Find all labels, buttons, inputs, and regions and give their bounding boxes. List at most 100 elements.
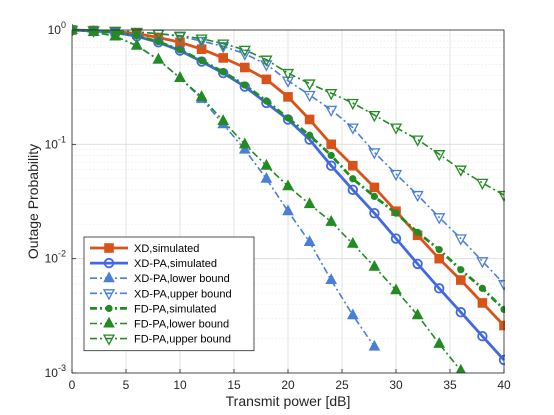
- triangle-down-marker: [411, 190, 424, 203]
- triangle-up-marker: [130, 38, 143, 50]
- circle-marker: [434, 283, 445, 294]
- triangle-down-marker: [389, 123, 403, 135]
- triangle-up-marker: [411, 308, 424, 320]
- legend-label: FD-PA,simulated: [134, 303, 216, 315]
- triangle-down-marker: [102, 289, 116, 301]
- dot-marker: [219, 68, 227, 76]
- x-axis-label: Transmit power [dB]: [226, 393, 351, 409]
- triangle-down-marker: [102, 334, 116, 346]
- triangle-down-marker: [260, 60, 273, 72]
- triangle-up-marker: [346, 308, 359, 320]
- dot-marker: [370, 192, 378, 201]
- triangle-up-marker: [282, 204, 294, 216]
- legend-entry: XD-PA,lower bound: [90, 271, 230, 285]
- dot-marker: [241, 81, 249, 89]
- triangle-down-marker: [281, 68, 295, 81]
- square-marker: [261, 74, 272, 85]
- x-tick-label: 25: [335, 378, 349, 392]
- circle-marker: [477, 330, 488, 342]
- triangle-down-marker: [368, 110, 381, 123]
- series-layer: [72, 24, 505, 373]
- dot-marker: [105, 304, 113, 312]
- triangle-up-marker: [260, 171, 273, 183]
- series-line: [72, 29, 505, 196]
- triangle-up-marker: [260, 158, 273, 170]
- dot-marker: [306, 131, 314, 139]
- triangle-down-marker: [281, 76, 295, 88]
- triangle-up-marker: [433, 337, 446, 348]
- x-tick-label: 30: [389, 378, 403, 392]
- legend-label: XD-PA,lower bound: [134, 273, 230, 285]
- triangle-up-marker: [238, 142, 251, 154]
- legend: XD,simulated XD-PA,simulated XD-PA,lower b…: [83, 236, 255, 352]
- triangle-down-marker: [325, 89, 338, 101]
- triangle-up-marker: [346, 236, 359, 248]
- triangle-down-marker: [195, 36, 208, 49]
- triangle-down-marker: [303, 79, 316, 91]
- triangle-down-marker: [173, 31, 187, 43]
- circle-marker: [369, 207, 380, 219]
- triangle-down-marker: [72, 25, 79, 38]
- dot-marker: [198, 57, 206, 65]
- y-tick-label: 10-1: [45, 134, 66, 151]
- square-marker: [104, 243, 114, 253]
- triangle-up-marker: [103, 316, 115, 328]
- legend-entry: FD-PA,upper bound: [90, 334, 231, 346]
- circle-marker: [390, 233, 402, 244]
- triangle-up-marker: [217, 114, 230, 125]
- triangle-up-marker: [325, 273, 338, 285]
- circle-marker: [326, 160, 337, 171]
- triangle-down-marker: [476, 178, 489, 191]
- square-marker: [348, 160, 358, 171]
- dot-marker: [349, 175, 357, 183]
- triangle-up-marker: [238, 137, 251, 149]
- triangle-down-marker: [87, 26, 100, 38]
- series-line: [72, 29, 505, 285]
- x-tick-label: 0: [69, 378, 76, 392]
- y-tick-label: 10-2: [45, 249, 66, 266]
- triangle-down-marker: [476, 257, 489, 269]
- triangle-down-marker: [260, 55, 273, 67]
- triangle-down-marker: [346, 98, 359, 111]
- triangle-up-marker: [325, 215, 338, 226]
- triangle-up-marker: [195, 90, 208, 101]
- dot-marker: [392, 209, 400, 217]
- triangle-up-marker: [368, 259, 381, 271]
- square-marker: [456, 275, 466, 285]
- triangle-up-marker: [109, 29, 122, 41]
- triangle-up-marker: [103, 271, 115, 283]
- triangle-up-marker: [282, 179, 294, 191]
- square-marker: [326, 139, 336, 150]
- square-marker: [218, 53, 228, 63]
- triangle-down-marker: [368, 148, 381, 160]
- legend-entry: XD,simulated: [90, 243, 199, 255]
- square-marker: [434, 253, 444, 264]
- legend-entry: XD-PA,simulated: [90, 257, 217, 270]
- triangle-down-marker: [217, 39, 230, 51]
- triangle-down-marker: [433, 150, 446, 162]
- triangle-down-marker: [454, 165, 467, 177]
- axis-ticks: 0 5 10 15 20 25 30 35 40 100 10-1 10-2 10-3: [45, 20, 511, 392]
- y-tick-label: 10-3: [45, 363, 66, 380]
- triangle-down-marker: [411, 135, 424, 147]
- dot-marker: [262, 97, 270, 105]
- legend-entry: XD-PA,upper bound: [90, 288, 232, 301]
- triangle-up-marker: [174, 71, 186, 83]
- y-tick-label: 100: [48, 20, 66, 37]
- triangle-down-marker: [454, 234, 467, 246]
- dot-marker: [457, 266, 465, 274]
- dot-marker: [176, 46, 184, 54]
- y-axis-label: Outage Probability: [25, 144, 41, 259]
- dot-marker: [435, 246, 443, 254]
- triangle-up-marker: [303, 235, 316, 246]
- triangle-up-marker: [455, 363, 466, 373]
- x-tick-label: 35: [443, 378, 457, 392]
- triangle-up-marker: [152, 52, 165, 64]
- legend-label: XD-PA,upper bound: [134, 288, 232, 300]
- legend-label: FD-PA,upper bound: [134, 334, 231, 346]
- triangle-down-marker: [130, 27, 143, 40]
- legend-entry: FD-PA,simulated: [90, 303, 216, 315]
- x-tick-label: 15: [227, 378, 241, 392]
